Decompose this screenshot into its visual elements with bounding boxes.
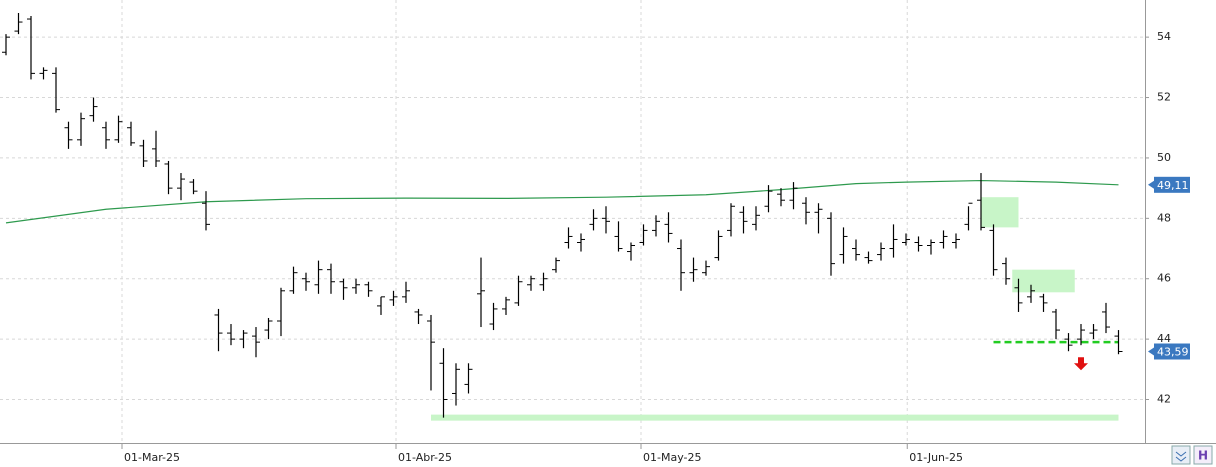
x-tick-label: 01-May-25 [643,451,701,464]
y-tick-label: 42 [1157,393,1171,406]
y-tick-label: 48 [1157,211,1171,224]
y-tick-label: 46 [1157,272,1171,285]
price-tag [1154,176,1190,193]
x-tick-label: 01-Abr-25 [398,451,452,464]
support-band [431,414,1119,421]
price-tag-pointer [1148,180,1154,189]
collapse-button[interactable] [1171,445,1191,465]
y-tick-label: 52 [1157,91,1171,104]
average-line [5,179,1119,224]
zone [1012,269,1075,293]
save-icon: H [1198,449,1208,463]
zone [981,197,1019,228]
signal-arrow [1074,357,1088,371]
save-button[interactable] [1193,445,1213,465]
price-tag-label: 49,11 [1157,179,1189,192]
price-tag-label: 43,59 [1157,346,1189,359]
y-tick-label: 44 [1157,332,1171,345]
x-tick-label: 01-Jun-25 [909,451,963,464]
x-tick-label: 01-Mar-25 [124,451,180,464]
y-tick-label: 54 [1157,30,1171,43]
price-tag-pointer [1148,347,1154,356]
y-tick-label: 50 [1157,151,1171,164]
collapse-icon [1175,451,1187,462]
price-tag [1154,343,1190,360]
